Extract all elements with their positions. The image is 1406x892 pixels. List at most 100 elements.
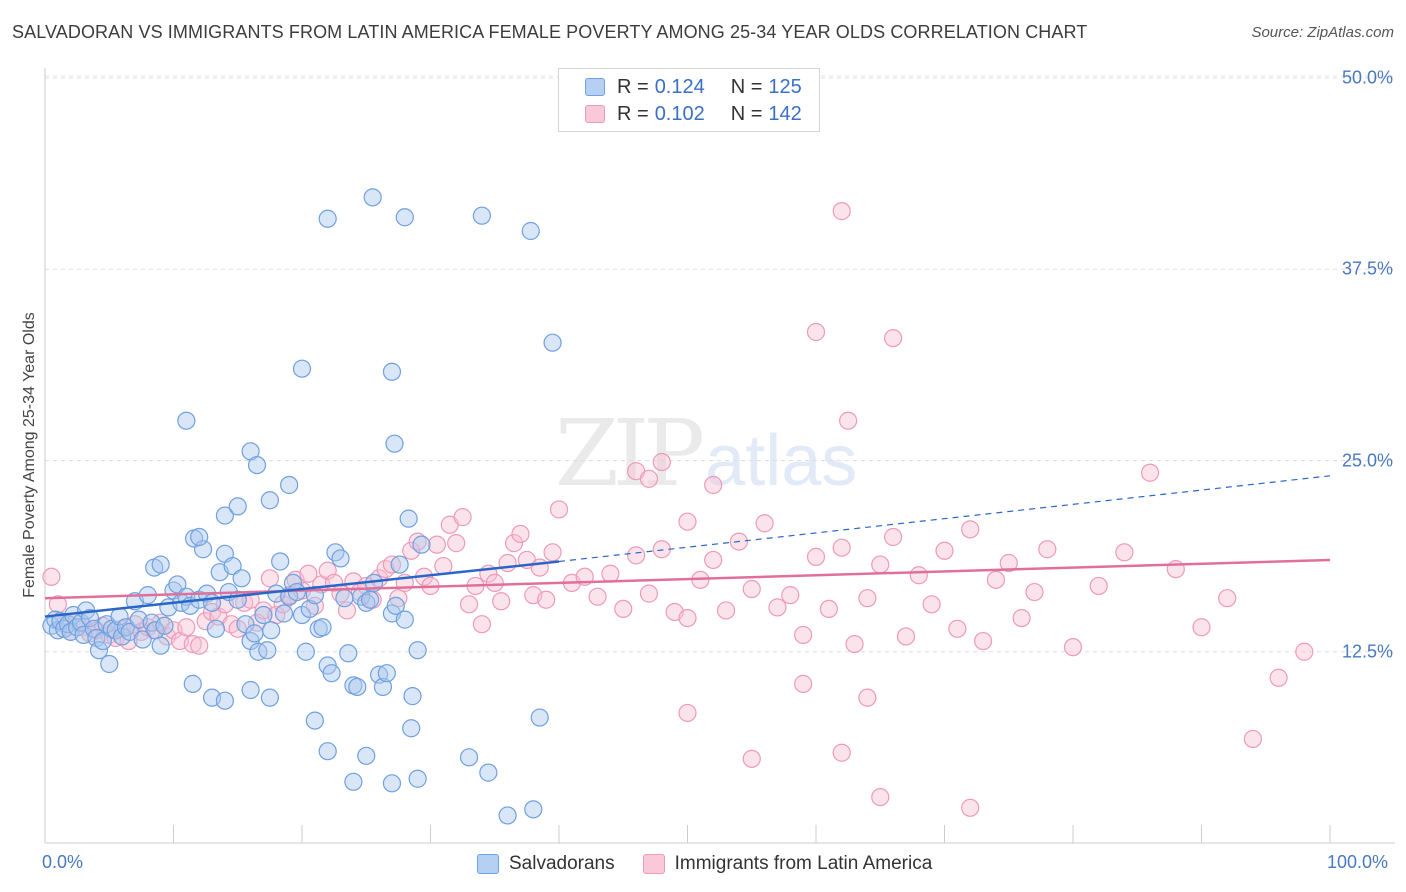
immigrant-point — [948, 619, 967, 638]
immigrant-point — [402, 541, 421, 560]
immigrant-point — [678, 608, 697, 628]
immigrant-point — [742, 749, 761, 768]
salvadoran-point — [133, 630, 152, 649]
immigrant-point — [986, 570, 1006, 589]
salvadoran-point — [313, 618, 332, 637]
immigrant-point — [652, 540, 671, 559]
immigrant-point — [485, 573, 504, 593]
salvadoran-point — [292, 359, 312, 378]
salvadoran-point — [258, 641, 277, 660]
salvadoran-point — [399, 509, 418, 528]
immigrant-point — [999, 553, 1018, 573]
salvadoran-point — [228, 497, 247, 516]
immigrant-point — [511, 524, 530, 544]
r-label: R = — [617, 102, 649, 125]
immigrant-point — [883, 527, 903, 547]
immigrant-point — [537, 590, 556, 609]
immigrant-point — [839, 411, 858, 430]
immigrant-point — [832, 202, 851, 221]
salvadoran-point — [459, 748, 479, 767]
stats-legend-row-immigrants: R = 0.102 N = 142 — [585, 102, 802, 126]
immigrant-point — [961, 798, 980, 817]
n-value: 125 — [768, 75, 802, 98]
stats-legend: R = 0.124 N = 125 R = 0.102 N = 142 — [558, 68, 820, 132]
chart-title: SALVADORAN VS IMMIGRANTS FROM LATIN AMER… — [12, 22, 1088, 42]
immigrant-point — [871, 787, 890, 807]
immigrant-point — [1025, 582, 1044, 602]
salvadoran-point — [386, 596, 405, 615]
salvadoran-point — [215, 691, 234, 710]
salvadoran-point — [262, 621, 281, 640]
salvadoran-point — [344, 772, 363, 791]
salvadoran-point — [271, 552, 290, 571]
salvadoran-point — [155, 616, 174, 635]
salvadoran-point — [305, 711, 324, 730]
salvadoran-point — [318, 742, 337, 761]
salvadoran-point — [168, 575, 187, 594]
salvadoran-point — [395, 610, 414, 629]
immigrant-point — [1063, 638, 1083, 657]
salvadoran-point — [241, 680, 260, 700]
salvadoran-point — [274, 604, 294, 623]
salvadorans-trend-extension — [558, 475, 1331, 563]
immigrant-point — [601, 564, 620, 583]
salvadoran-point — [206, 619, 226, 638]
immigrant-point — [427, 535, 447, 554]
immigrant-point — [806, 322, 826, 342]
salvadoran-point — [177, 411, 196, 430]
immigrant-point — [858, 688, 877, 707]
salvadoran-point — [151, 636, 170, 655]
salvadoran-point — [363, 188, 382, 207]
r-value: 0.124 — [654, 75, 705, 98]
y-tick-label: 12.5% — [1341, 641, 1393, 662]
immigrant-point — [183, 634, 202, 654]
salvadoran-point — [190, 527, 209, 547]
immigrant-point — [1295, 642, 1314, 661]
salvadoran-point — [260, 688, 279, 707]
salvadoran-point — [260, 491, 279, 510]
immigrant-point — [704, 550, 723, 570]
salvadoran-point — [402, 719, 421, 738]
salvadoran-point — [93, 631, 112, 651]
immigrant-point — [909, 566, 928, 585]
salvadoran-point — [521, 221, 540, 241]
immigrant-point — [755, 514, 774, 533]
salvadoran-point — [232, 569, 251, 588]
immigrant-point — [639, 469, 659, 488]
salvadoran-point — [247, 455, 267, 475]
immigrant-point — [1038, 540, 1057, 559]
immigrants-swatch — [585, 105, 605, 123]
immigrant-point — [1012, 608, 1031, 628]
immigrant-point — [543, 543, 562, 562]
immigrant-point — [588, 587, 607, 606]
immigrant-point — [498, 553, 517, 573]
immigrant-point — [639, 584, 659, 603]
salvadoran-point — [543, 333, 562, 352]
immigrant-point — [716, 601, 736, 620]
immigrant-point — [459, 595, 479, 614]
immigrant-point — [305, 596, 324, 615]
salvadoran-point — [395, 208, 414, 227]
salvadoran-point — [408, 641, 427, 660]
legend-label-immigrants: Immigrants from Latin America — [674, 853, 933, 874]
salvadoran-point — [223, 556, 242, 576]
salvadoran-point — [348, 677, 367, 697]
salvadorans-trend-line — [44, 560, 560, 618]
salvadoran-point — [408, 769, 427, 788]
immigrant-point — [678, 512, 697, 531]
salvadoran-point — [390, 555, 409, 574]
immigrant-point — [376, 560, 395, 579]
salvadoran-point — [403, 687, 422, 706]
salvadoran-point — [318, 209, 337, 228]
immigrant-point — [896, 627, 916, 646]
salvadoran-point — [254, 605, 273, 625]
y-tick-label: 37.5% — [1341, 258, 1393, 279]
immigrant-point — [299, 564, 318, 583]
salvadoran-point — [249, 642, 268, 661]
salvadoran-point — [215, 506, 234, 525]
immigrant-point — [1243, 729, 1263, 749]
immigrant-point — [1218, 589, 1237, 608]
salvadoran-point — [479, 763, 498, 782]
immigrant-point — [1192, 618, 1211, 637]
immigrant-point — [768, 598, 787, 617]
